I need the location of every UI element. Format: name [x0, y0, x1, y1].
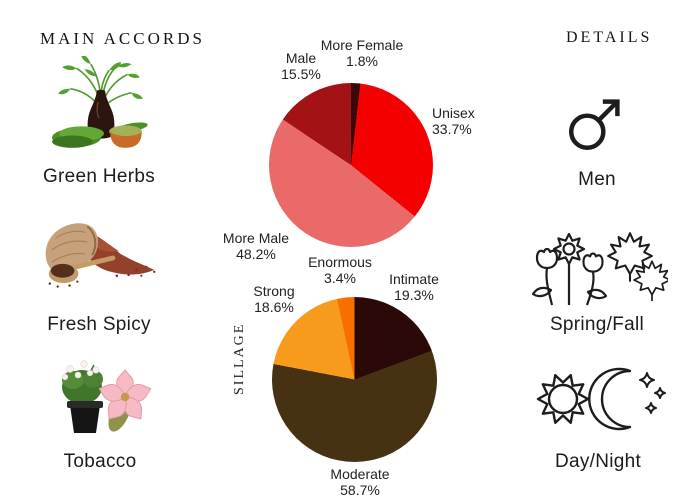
accord-label-fresh-spicy: Fresh Spicy [47, 314, 151, 335]
gender-pie-chart [269, 83, 433, 247]
gender-slice-label-more-male: More Male 48.2% [222, 230, 290, 262]
green-herbs-image [52, 56, 148, 148]
sun-icon [536, 374, 590, 424]
detail-label-spring-fall: Spring/Fall [549, 314, 645, 335]
spring-fall-icon [531, 232, 668, 306]
fresh-spicy-image [45, 223, 156, 288]
accord-label-green-herbs: Green Herbs [42, 166, 156, 187]
detail-label-men: Men [578, 169, 616, 190]
day-night-icon [536, 367, 666, 431]
male-symbol-icon [569, 99, 620, 150]
moon-icon [588, 367, 666, 431]
tobacco-image [61, 360, 152, 433]
detail-label-day-night: Day/Night [554, 451, 642, 472]
sillage-slice-label-moderate: Moderate 58.7% [330, 466, 390, 498]
sillage-slice-label-strong: Strong 18.6% [253, 283, 295, 315]
main-accords-title: MAIN ACCORDS [40, 29, 205, 48]
accord-label-tobacco: Tobacco [63, 451, 137, 472]
tulip-icon [531, 247, 608, 306]
sunflower-icon [552, 232, 586, 305]
gender-slice-label-unisex: Unisex 33.7% [432, 105, 475, 137]
sillage-slice-label-enormous: Enormous 3.4% [308, 254, 372, 286]
maple-leaf-icon [607, 232, 668, 302]
sillage-slice-label-intimate: Intimate 19.3% [389, 271, 439, 303]
gender-slice-label-male: Male 15.5% [281, 50, 321, 82]
gender-slice-label-more-female: More Female 1.8% [320, 37, 404, 69]
sillage-pie-chart [272, 297, 437, 462]
sillage-axis-label: SILLAGE [232, 322, 247, 395]
details-title: DETAILS [566, 29, 653, 46]
